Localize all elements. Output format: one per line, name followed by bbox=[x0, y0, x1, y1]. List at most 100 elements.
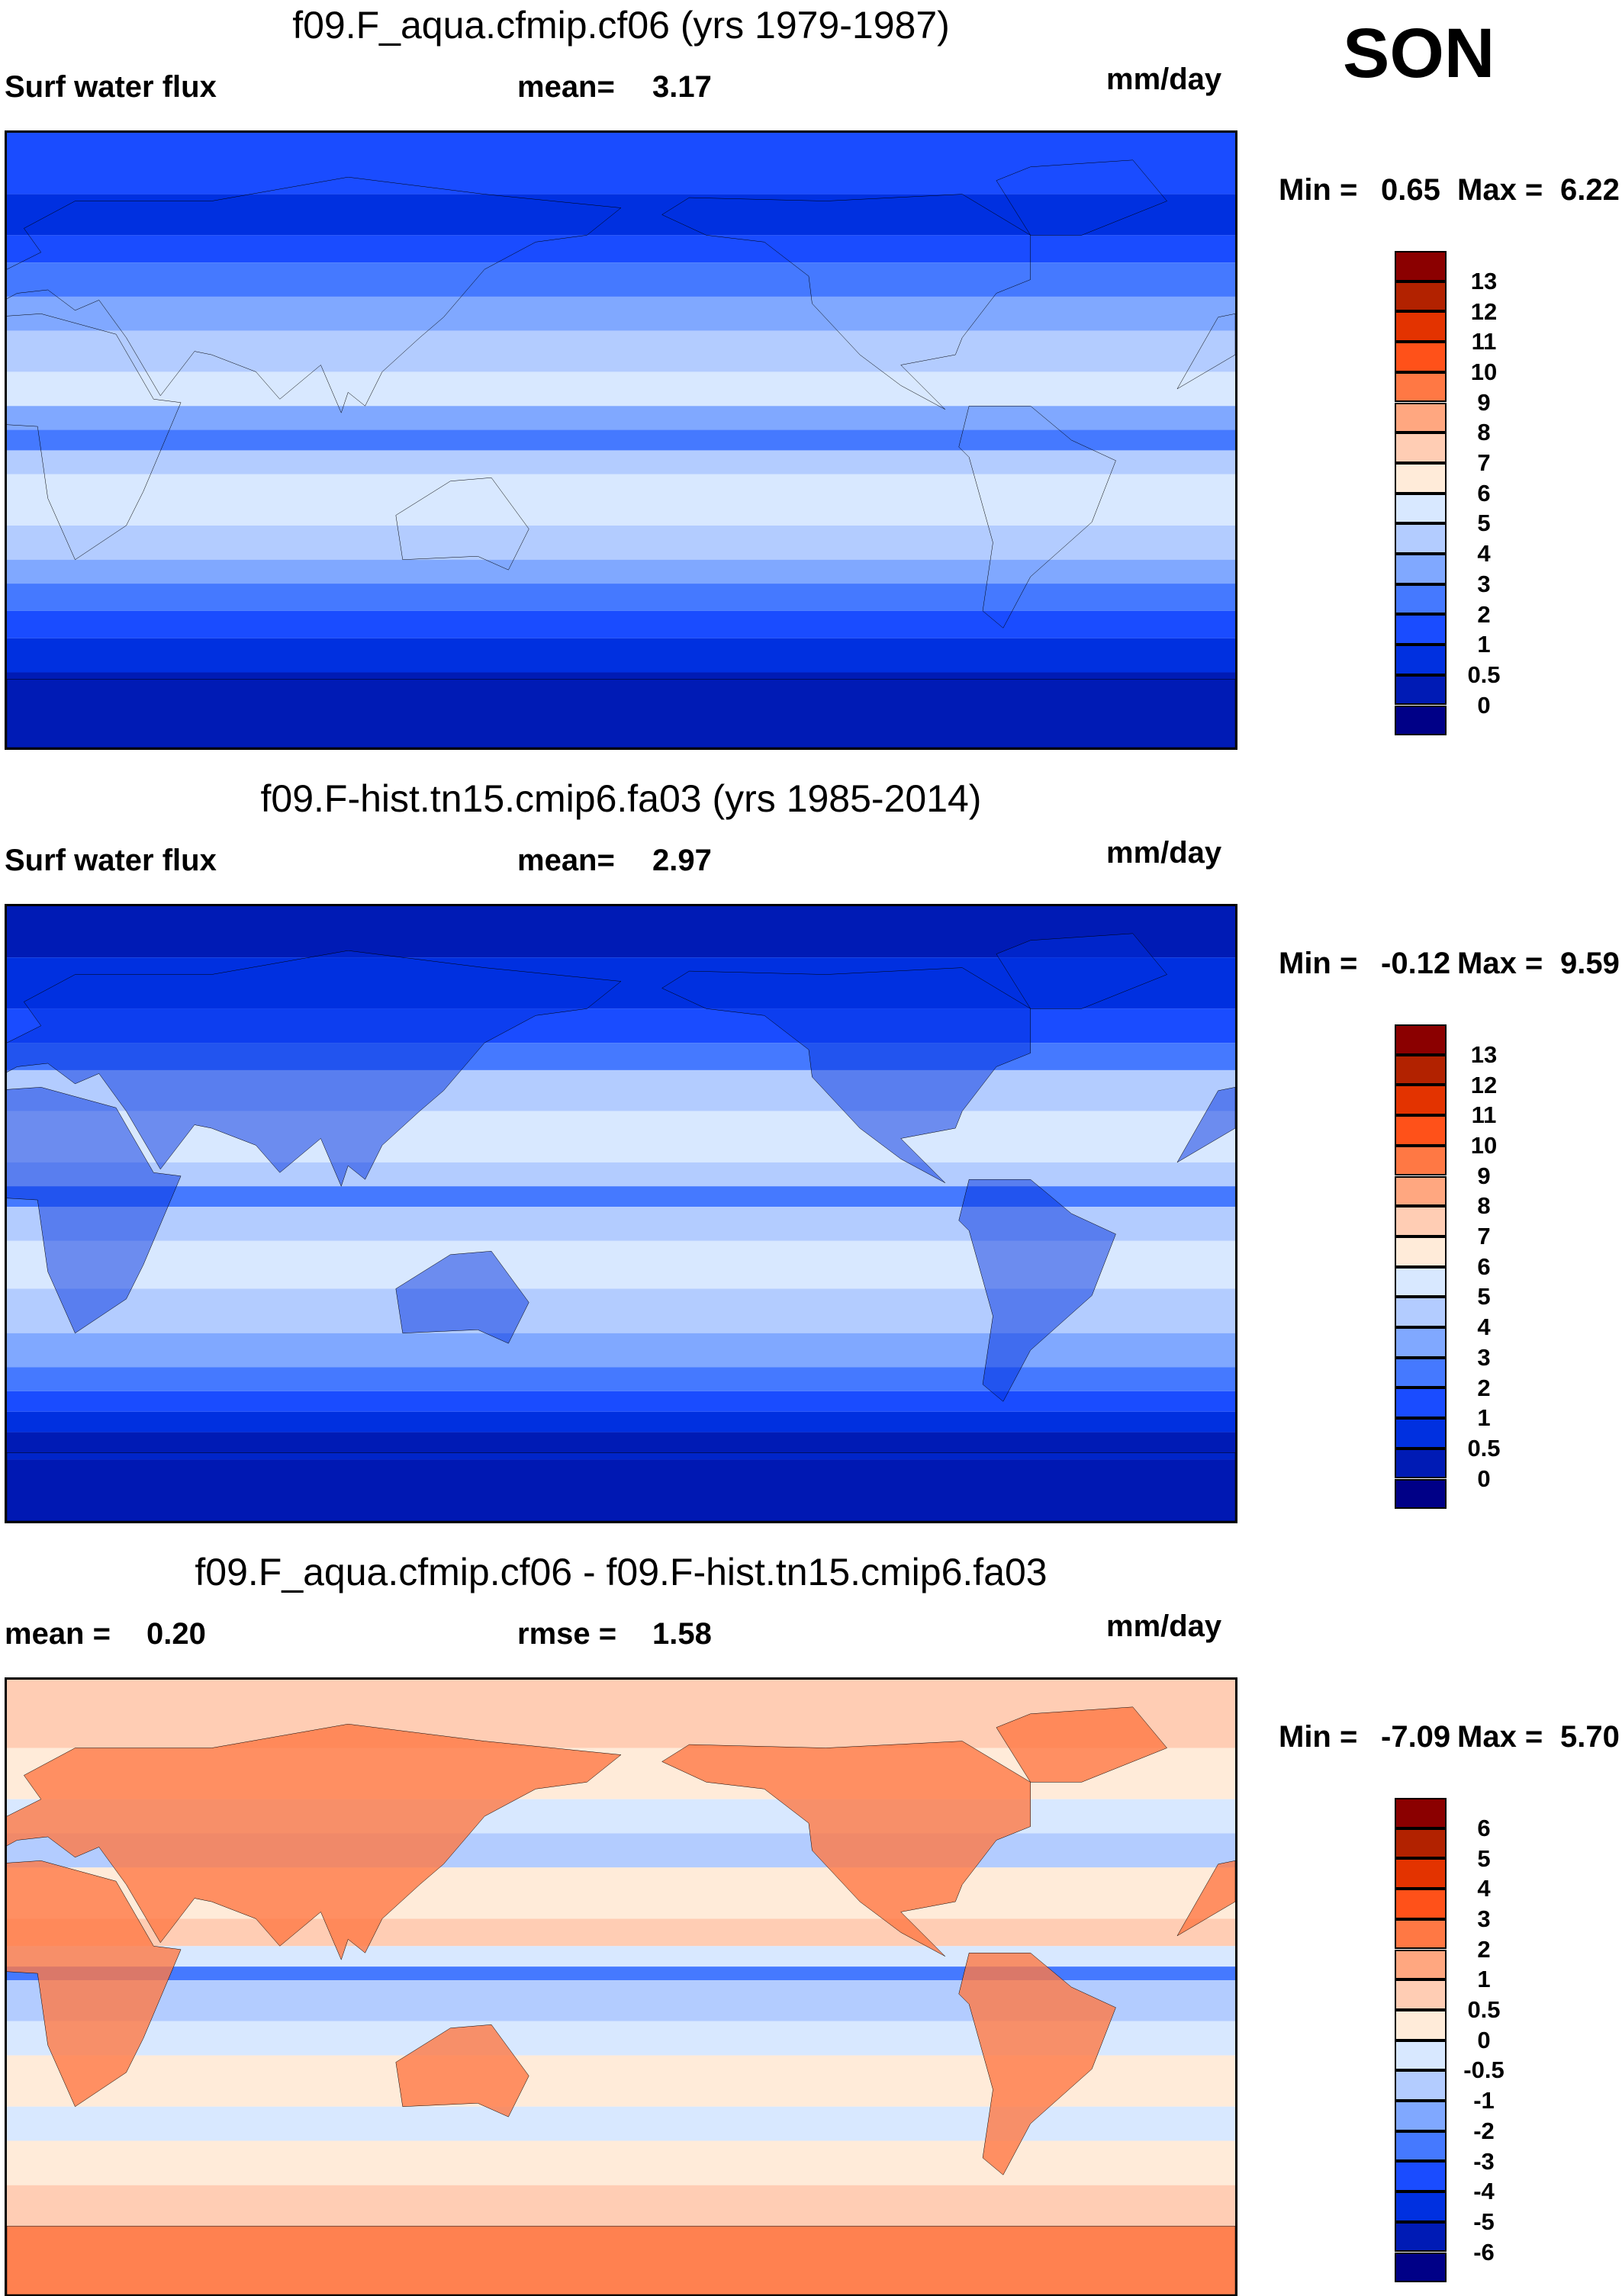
colorbar-tick-label: 9 bbox=[1477, 388, 1491, 416]
colorbar-swatch bbox=[1395, 523, 1447, 554]
contour-band bbox=[7, 2106, 1235, 2141]
season-label: SON bbox=[1343, 14, 1495, 92]
colorbar-swatch bbox=[1395, 614, 1447, 645]
contour-band bbox=[7, 525, 1235, 560]
colorbar-swatch bbox=[1395, 645, 1447, 675]
coastline bbox=[7, 1724, 621, 1960]
contour-band bbox=[7, 133, 1235, 195]
colorbar-tick-label: 4 bbox=[1477, 1875, 1491, 1902]
colorbar-swatch bbox=[1395, 251, 1447, 281]
min-value: -7.09 bbox=[1381, 1720, 1451, 1754]
colorbar-swatch bbox=[1395, 1115, 1447, 1146]
colorbar-tick-label: 13 bbox=[1470, 1040, 1498, 1068]
coastline bbox=[7, 1452, 1235, 1521]
contour-band bbox=[7, 474, 1235, 526]
contour-band bbox=[7, 1162, 1235, 1187]
mean-value: 2.97 bbox=[652, 844, 712, 877]
coastline bbox=[1177, 1087, 1235, 1162]
coastline bbox=[662, 968, 1031, 1183]
colorbar-tick-label: 1 bbox=[1477, 1966, 1491, 1993]
contour-band bbox=[7, 1966, 1235, 1981]
contour-band bbox=[7, 672, 1235, 748]
colorbar-swatch bbox=[1395, 1085, 1447, 1116]
panel-title: f09.F_aqua.cfmip.cf06 - f09.F-hist.tn15.… bbox=[195, 1551, 1048, 1593]
colorbar-tick-label: 10 bbox=[1470, 358, 1498, 385]
contour-band bbox=[7, 1333, 1235, 1368]
colorbar-swatch bbox=[1395, 433, 1447, 463]
contour-band bbox=[7, 371, 1235, 407]
colorbar-tick-label: 3 bbox=[1477, 1343, 1491, 1371]
colorbar-tick-label: 5 bbox=[1477, 1844, 1491, 1872]
colorbar-swatch bbox=[1395, 1418, 1447, 1449]
coastline bbox=[7, 1087, 181, 1333]
max-value: 9.59 bbox=[1560, 947, 1620, 980]
contour-band bbox=[7, 429, 1235, 451]
left-label: mean = bbox=[5, 1617, 111, 1651]
colorbar-swatch bbox=[1395, 311, 1447, 342]
colorbar-swatch bbox=[1395, 2130, 1447, 2162]
colorbar-swatch bbox=[1395, 584, 1447, 615]
coastline bbox=[996, 934, 1167, 1009]
min-value: 0.65 bbox=[1381, 173, 1440, 207]
colorbar-swatch bbox=[1395, 462, 1447, 494]
colorbar-swatch bbox=[1395, 1206, 1447, 1236]
colorbar-swatch bbox=[1395, 2009, 1447, 2040]
colorbar-tick-label: -2 bbox=[1473, 2117, 1495, 2144]
colorbar-swatch bbox=[1395, 2070, 1447, 2101]
coastline bbox=[1177, 1860, 1235, 1936]
colorbar-tick-label: 2 bbox=[1477, 1935, 1491, 1963]
colorbar-swatch bbox=[1395, 1858, 1447, 1889]
coastline bbox=[5, 177, 621, 413]
mean-value: 3.17 bbox=[652, 70, 712, 104]
contour-band bbox=[7, 2140, 1235, 2185]
colorbar-tick-label: 7 bbox=[1477, 449, 1491, 477]
contour-band bbox=[7, 450, 1235, 474]
colorbar-swatch bbox=[1395, 1798, 1447, 1828]
colorbar-tick-label: 2 bbox=[1477, 600, 1491, 628]
colorbar-tick-label: 0.5 bbox=[1467, 1996, 1501, 2024]
colorbar-swatch bbox=[1395, 1478, 1447, 1510]
colorbar-tick-label: 0 bbox=[1477, 691, 1491, 719]
colorbar-tick-label: 2 bbox=[1477, 1374, 1491, 1401]
colorbar-tick-label: 12 bbox=[1470, 297, 1498, 325]
units-label: mm/day bbox=[1106, 63, 1222, 96]
mean-label: mean= bbox=[517, 70, 615, 104]
colorbar-tick-label: 5 bbox=[1477, 1283, 1491, 1310]
colorbar-tick-label: 9 bbox=[1477, 1162, 1491, 1189]
colorbar-tick-label: 12 bbox=[1470, 1071, 1498, 1098]
coastline bbox=[959, 1179, 1116, 1401]
mean-label: mean= bbox=[517, 844, 615, 877]
colorbar-swatch bbox=[1395, 1918, 1447, 1950]
colorbar-tick-label: 3 bbox=[1477, 1905, 1491, 1932]
colorbar-tick-label: 11 bbox=[1471, 328, 1497, 355]
colorbar-swatch bbox=[1395, 2101, 1447, 2131]
colorbar-swatch bbox=[1395, 1357, 1447, 1388]
colorbar-swatch bbox=[1395, 1979, 1447, 2010]
colorbar-tick-label: 0 bbox=[1477, 2026, 1491, 2053]
contour-band bbox=[7, 262, 1235, 297]
colorbar-swatch bbox=[1395, 1145, 1447, 1176]
colorbar-swatch bbox=[1395, 2221, 1447, 2253]
colorbar-swatch bbox=[1395, 1327, 1447, 1358]
colorbar-tick-label: 10 bbox=[1470, 1131, 1498, 1159]
colorbar-swatch bbox=[1395, 1297, 1447, 1327]
contour-band bbox=[7, 638, 1235, 673]
max-value: 5.70 bbox=[1560, 1720, 1620, 1754]
colorbar-tick-label: -4 bbox=[1473, 2178, 1495, 2205]
colorbar-swatch bbox=[1395, 554, 1447, 584]
coastline bbox=[7, 950, 621, 1186]
colorbar-swatch bbox=[1395, 1828, 1447, 1859]
colorbar-tick-label: -1 bbox=[1473, 2087, 1495, 2114]
colorbar-tick-label: 1 bbox=[1477, 631, 1491, 658]
max-label: Max = bbox=[1457, 1720, 1543, 1754]
max-label: Max = bbox=[1457, 173, 1543, 207]
contour-band bbox=[7, 559, 1235, 584]
left-label: Surf water flux bbox=[5, 844, 217, 877]
colorbar-tick-label: 5 bbox=[1477, 510, 1491, 537]
contour-band bbox=[7, 330, 1235, 372]
min-label: Min = bbox=[1279, 1720, 1358, 1754]
colorbar-tick-label: 6 bbox=[1477, 479, 1491, 506]
colorbar-swatch bbox=[1395, 371, 1447, 403]
min-value: -0.12 bbox=[1381, 947, 1451, 980]
